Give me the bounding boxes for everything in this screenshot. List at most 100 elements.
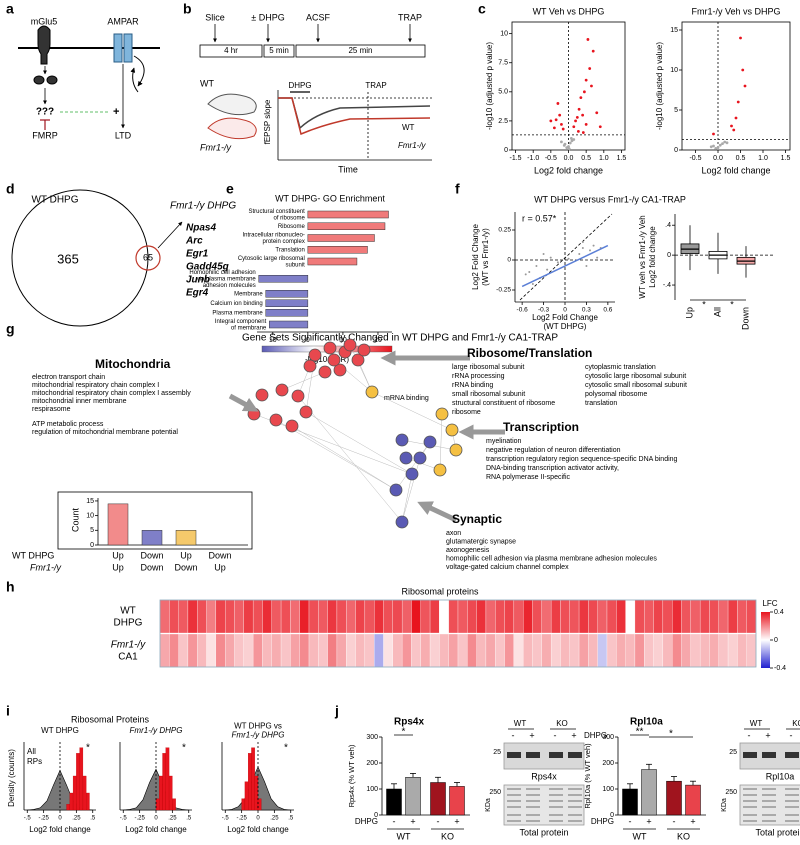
label: WT xyxy=(402,123,415,132)
heatmap-cell xyxy=(439,599,449,634)
term: homophilic cell adhesion via plasma memb… xyxy=(446,555,657,562)
total-protein-band xyxy=(568,820,582,822)
term: mitochondrial respiratory chain complex … xyxy=(32,382,159,389)
ampar-receptor xyxy=(113,33,133,63)
term: respirasome xyxy=(32,406,71,413)
point xyxy=(585,259,588,261)
y-axis-label: -log10 (adjusted p value) xyxy=(655,42,664,130)
heatmap-cell xyxy=(243,599,254,634)
heatmap-cell xyxy=(187,633,198,668)
heatmap-cell xyxy=(374,633,384,668)
point xyxy=(558,113,562,117)
point xyxy=(528,271,531,273)
heatmap-cell xyxy=(355,599,366,634)
label: KO xyxy=(792,719,800,728)
x-tick-label: -.5 xyxy=(222,816,230,822)
y-tick-label: 7.5 xyxy=(498,60,508,67)
label: Total protein xyxy=(519,827,568,837)
x-axis-label: -log10(FDR) xyxy=(305,355,349,364)
heatmap-cell xyxy=(485,599,496,634)
x-tick-label: .25 xyxy=(72,816,81,822)
term: large ribosomal subunit xyxy=(452,364,524,371)
y-tick-label: 15 xyxy=(670,27,678,34)
bar xyxy=(307,210,389,219)
gene: Egr4 xyxy=(186,288,209,299)
point xyxy=(554,118,558,122)
label: WT xyxy=(120,606,136,617)
x-axis-label: Log2 fold change xyxy=(534,165,603,175)
label: Log2 Fold Change xyxy=(532,313,598,322)
gene: Gadd45g xyxy=(186,262,229,273)
y-tick-label: 0 xyxy=(504,147,508,154)
plot-frame xyxy=(681,21,791,151)
category-label: Translation xyxy=(275,247,304,253)
label: mRNA binding xyxy=(384,395,429,402)
point xyxy=(549,256,552,259)
point xyxy=(567,257,570,260)
timeline-box xyxy=(263,44,295,58)
point xyxy=(723,140,727,144)
label: 250 xyxy=(489,789,501,796)
x-tick-label: 0 xyxy=(154,816,158,822)
point xyxy=(581,113,585,117)
heatmap-cell xyxy=(197,599,207,634)
point xyxy=(581,131,585,134)
label: WT DHPG xyxy=(41,726,79,735)
heatmap-cell xyxy=(718,633,729,668)
point xyxy=(588,67,592,70)
heatmap-cell xyxy=(467,633,477,668)
network-edge xyxy=(305,411,413,475)
heatmap-cell xyxy=(215,599,226,634)
heatmap-cell xyxy=(169,633,179,668)
category-label: All xyxy=(712,307,722,317)
category-label: of membrane xyxy=(231,325,267,331)
bar xyxy=(258,275,309,283)
label: DHPG xyxy=(114,618,143,629)
histogram-bar xyxy=(79,747,84,811)
label: Log2 fold change xyxy=(648,226,657,288)
term: mitochondrial inner membrane xyxy=(32,398,127,405)
total-protein-band xyxy=(785,788,799,790)
heatmap-cell xyxy=(252,599,263,634)
blot-band xyxy=(762,752,776,758)
label: Fmr1-/y DHPG xyxy=(130,726,183,735)
category-label: of ribosome xyxy=(273,215,305,221)
term: negative regulation of neuron differenti… xyxy=(486,447,621,454)
term: transcription regulatory region sequence… xyxy=(486,456,678,463)
network-node xyxy=(343,338,357,352)
label: Rps4x xyxy=(531,771,557,781)
x-tick-label: 1.0 xyxy=(758,155,768,162)
point xyxy=(567,147,571,151)
heatmap-cell xyxy=(457,599,468,634)
blot-panel xyxy=(739,784,800,826)
total-protein-band xyxy=(762,806,776,808)
heatmap-cell xyxy=(346,633,356,668)
bar xyxy=(265,299,309,307)
panel-letter: e xyxy=(226,181,234,197)
category-label: Intracellular ribonucleo- xyxy=(242,232,304,238)
x-tick-label: .5 xyxy=(186,816,192,822)
gene: Junb xyxy=(186,275,210,286)
label: Down xyxy=(140,550,163,560)
term: rRNA processing xyxy=(452,373,505,380)
network-node xyxy=(405,467,419,481)
label: Slice xyxy=(205,12,225,22)
total-protein-band xyxy=(785,806,799,808)
inset-frame xyxy=(57,491,253,550)
total-protein-band xyxy=(526,788,540,790)
heatmap-cell xyxy=(709,633,719,668)
total-protein-band xyxy=(743,814,757,816)
label: + xyxy=(765,730,770,740)
label: - xyxy=(748,730,751,740)
heatmap-cell xyxy=(513,599,524,634)
y-tick-label: 0 xyxy=(667,252,671,259)
x-tick-label: -1.5 xyxy=(510,155,522,162)
brain-icon xyxy=(207,93,257,116)
x-axis-label: Log2 fold change xyxy=(701,165,770,175)
heatmap-cell xyxy=(597,633,608,668)
x-axis-label: Log2 fold change xyxy=(227,825,289,834)
receptor-name: AMPAR xyxy=(107,16,139,26)
heatmap-cell xyxy=(550,599,561,634)
term: cytoplasmic translation xyxy=(585,364,656,371)
point xyxy=(556,261,559,264)
